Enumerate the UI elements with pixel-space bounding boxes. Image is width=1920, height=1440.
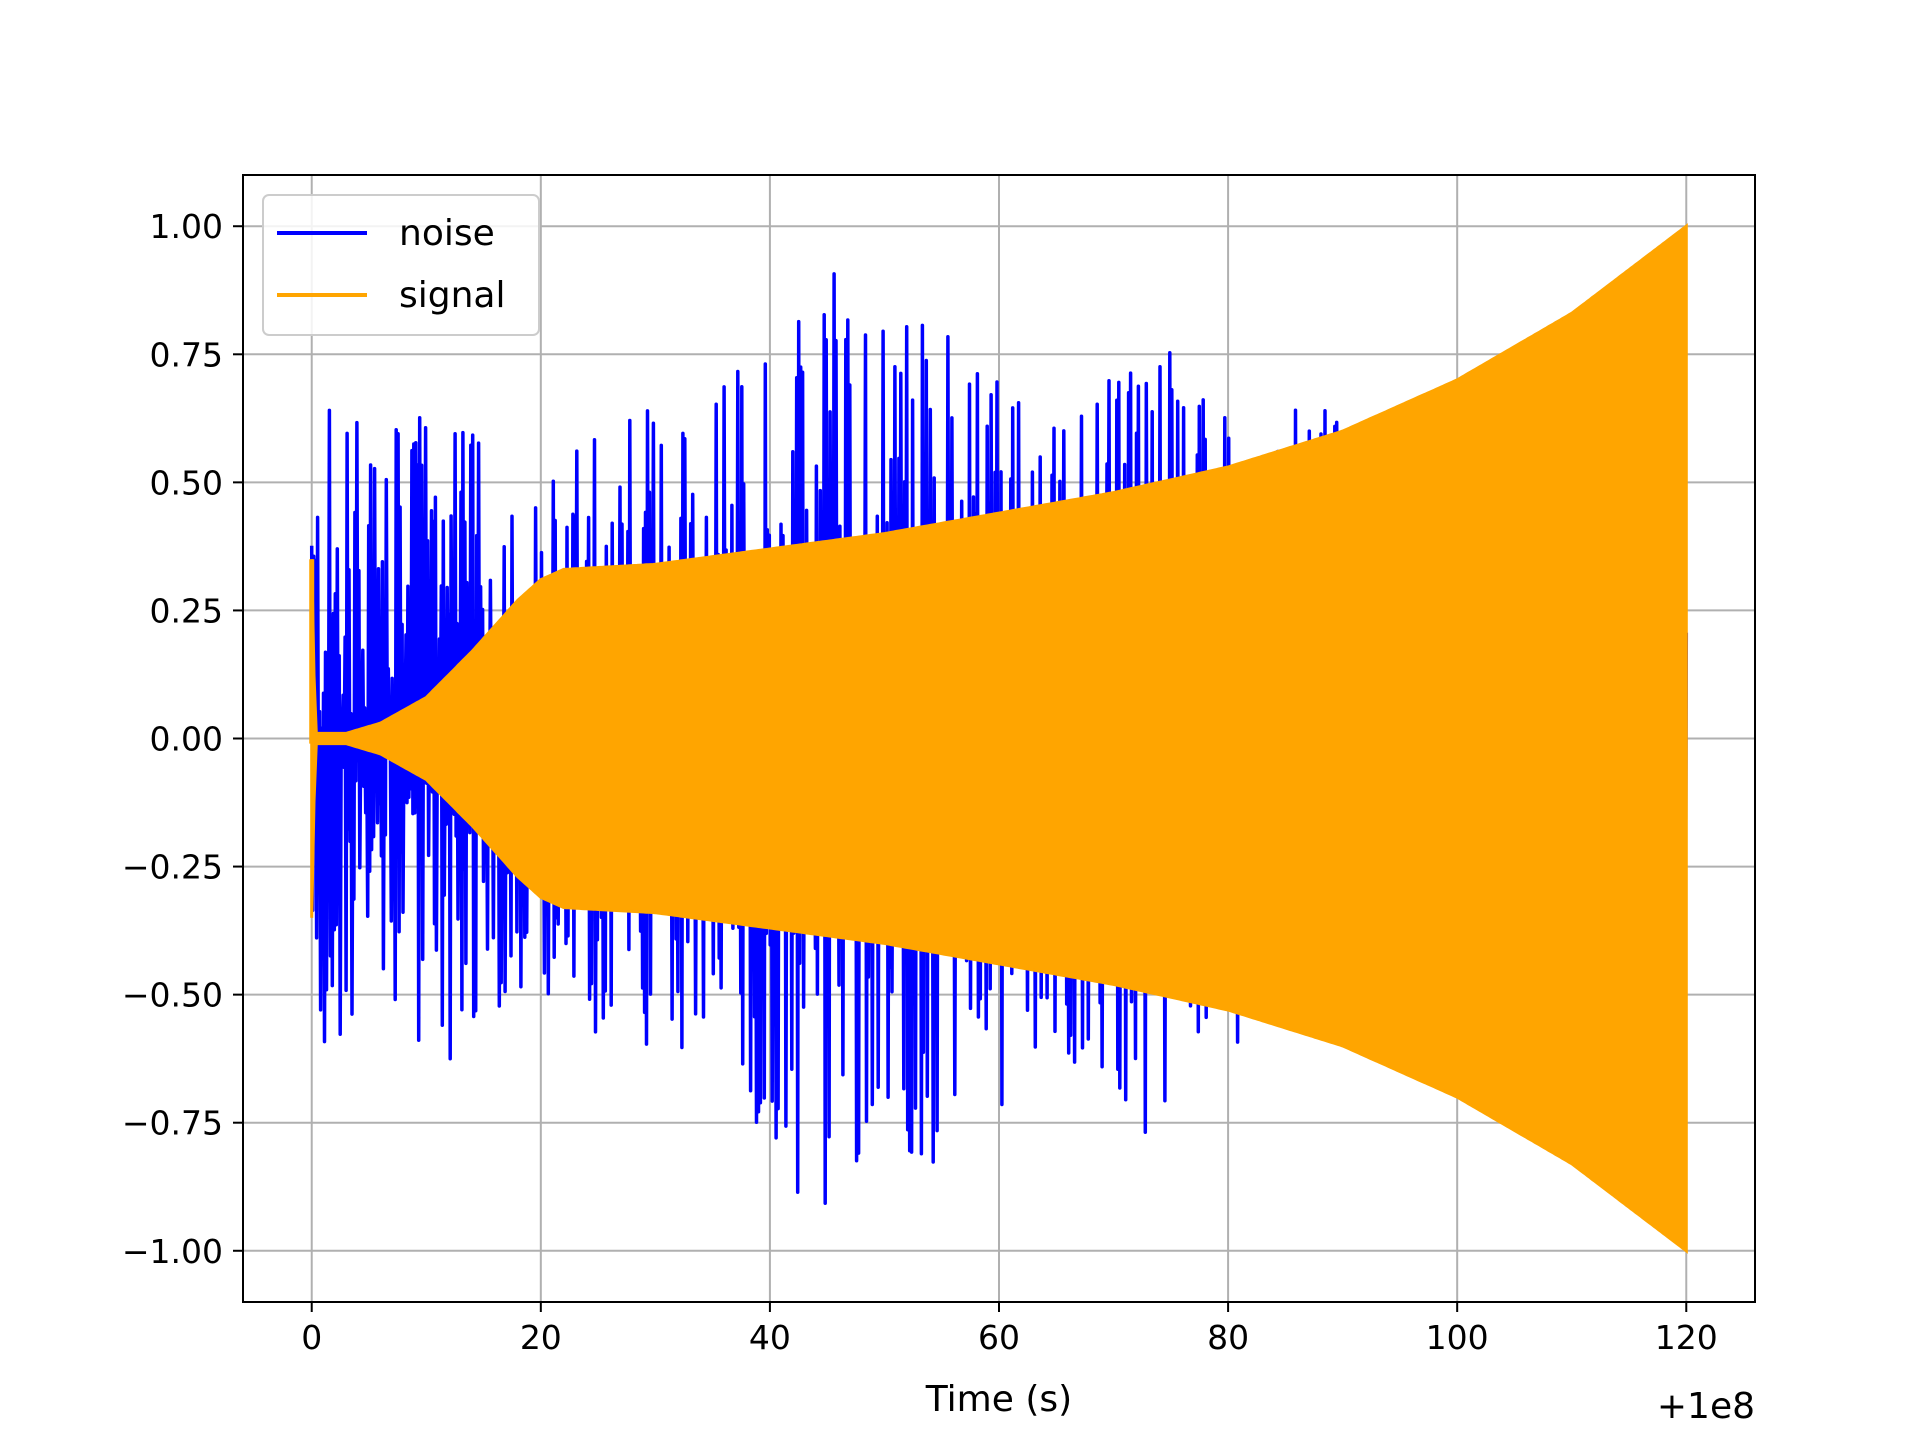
- legend-label-noise: noise: [399, 213, 495, 254]
- x-tick-label: 0: [301, 1318, 322, 1357]
- y-tick-label: −0.75: [122, 1104, 223, 1143]
- x-axis-offset-label: +1e8: [1657, 1386, 1755, 1427]
- legend-label-signal: signal: [399, 275, 506, 316]
- y-tick-label: 0.00: [150, 720, 223, 759]
- x-axis-ticks: 0 20 40 60 80 100 120: [301, 1302, 1718, 1357]
- x-axis-label: Time (s): [925, 1379, 1072, 1420]
- x-tick-label: 40: [749, 1318, 791, 1357]
- y-tick-label: −1.00: [122, 1232, 223, 1271]
- y-tick-label: 0.25: [150, 591, 223, 630]
- y-tick-label: −0.50: [122, 976, 223, 1015]
- y-tick-label: −0.25: [122, 848, 223, 887]
- y-tick-label: 1.00: [150, 207, 223, 246]
- legend-box: [262, 194, 540, 336]
- y-axis-ticks: 1.00 0.75 0.50 0.25 0.00 −0.25 −0.50 −0.75 −1.00: [122, 207, 243, 1271]
- x-tick-label: 60: [978, 1318, 1020, 1357]
- plot-area: [309, 223, 1689, 1254]
- x-tick-label: 20: [520, 1318, 562, 1357]
- y-tick-label: 0.50: [150, 463, 223, 502]
- series-signal-area: [310, 223, 1688, 1254]
- x-tick-label: 120: [1655, 1318, 1718, 1357]
- legend: noise signal: [262, 194, 540, 336]
- x-tick-label: 100: [1426, 1318, 1489, 1357]
- x-tick-label: 80: [1207, 1318, 1249, 1357]
- y-tick-label: 0.75: [150, 335, 223, 374]
